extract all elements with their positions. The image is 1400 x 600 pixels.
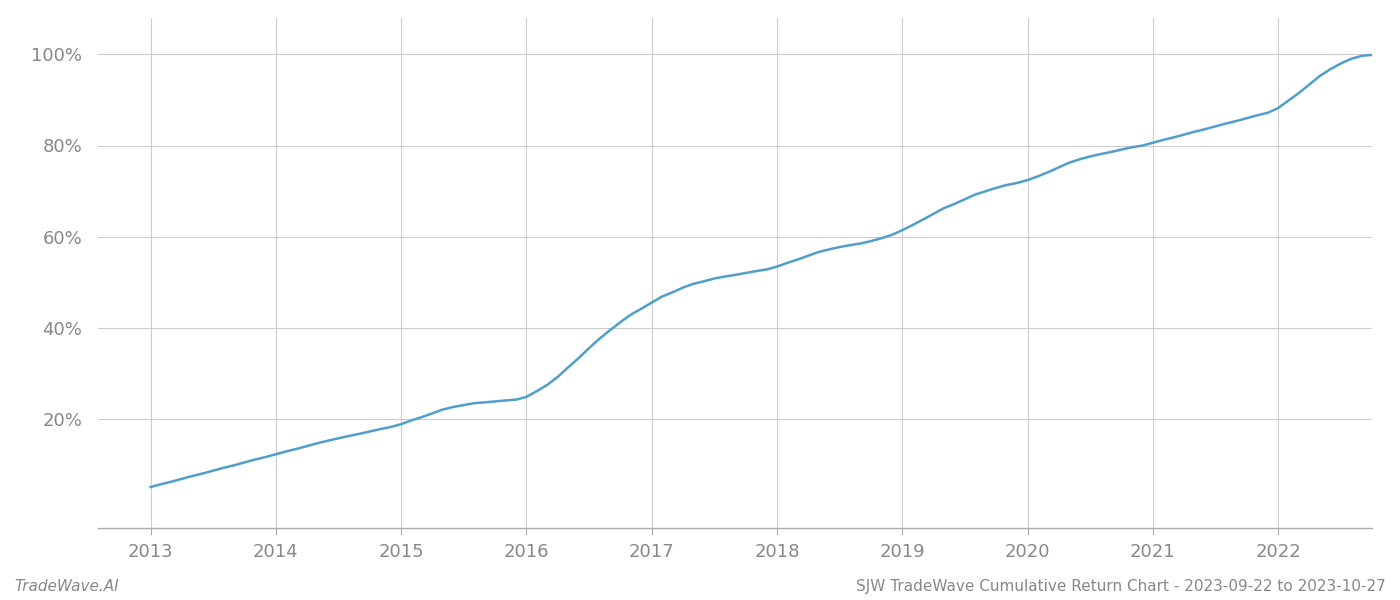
- Text: SJW TradeWave Cumulative Return Chart - 2023-09-22 to 2023-10-27: SJW TradeWave Cumulative Return Chart - …: [857, 579, 1386, 594]
- Text: TradeWave.AI: TradeWave.AI: [14, 579, 119, 594]
